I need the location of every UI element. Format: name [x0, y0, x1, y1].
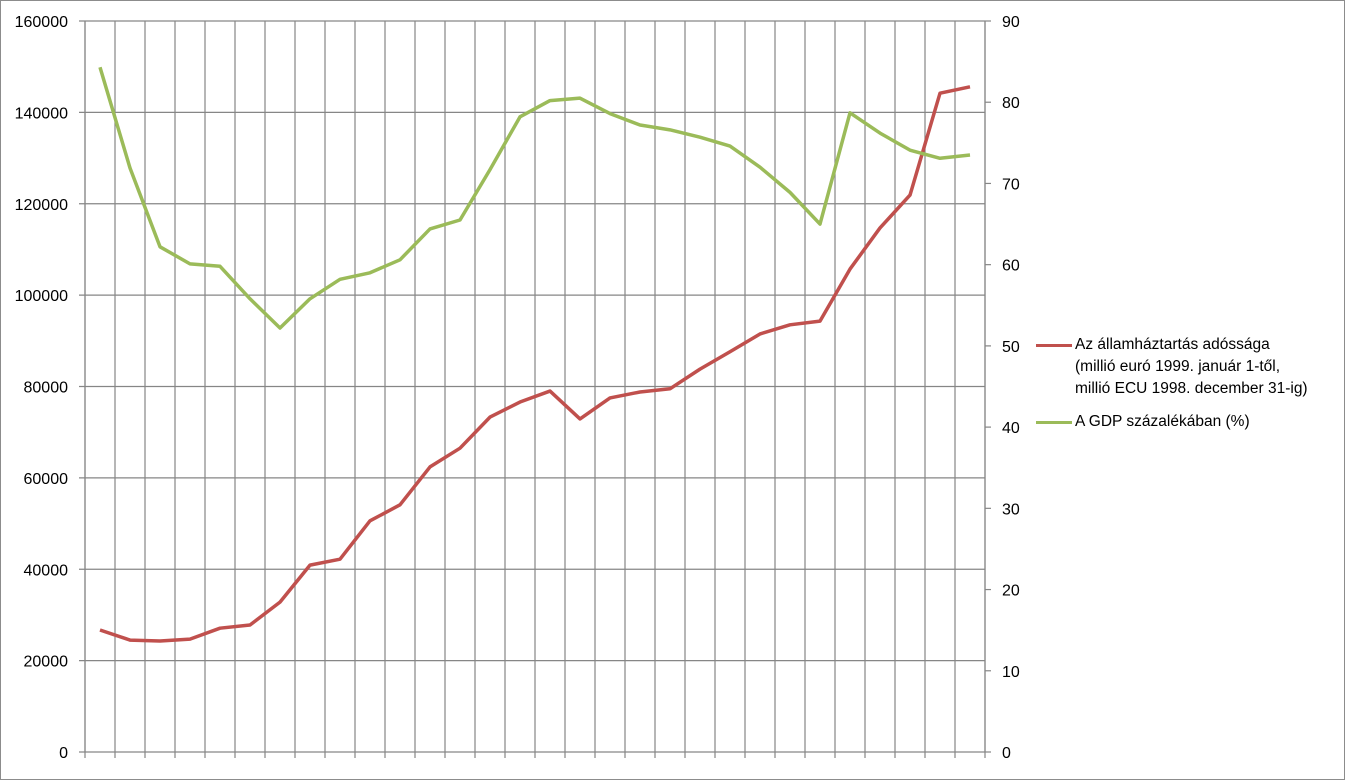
legend-item-debt: Az államháztartás adóssága (millió euró …: [1036, 334, 1308, 400]
legend-label-debt-line3: millió ECU 1998. december 31-ig): [1075, 378, 1308, 400]
left-axis-tick-label: 80000: [24, 380, 69, 397]
legend-label-debt-line2: (millió euró 1999. január 1-től,: [1075, 356, 1308, 378]
right-axis-tick-label: 70: [1002, 176, 1020, 193]
right-axis-tick-label: 20: [1002, 583, 1020, 600]
legend-swatch-debt: [1036, 344, 1072, 347]
legend-label-gdp: A GDP százalékában (%): [1075, 411, 1308, 433]
left-axis-tick-label: 120000: [15, 197, 68, 214]
right-axis-tick-label: 90: [1002, 14, 1020, 31]
right-axis-tick-label: 80: [1002, 95, 1020, 112]
right-axis-tick-label: 60: [1002, 258, 1020, 275]
left-axis-tick-label: 40000: [24, 562, 69, 579]
right-axis-tick-label: 30: [1002, 501, 1020, 518]
legend-swatch-gdp: [1036, 421, 1072, 424]
right-axis-tick-label: 40: [1002, 420, 1020, 437]
right-axis-tick-label: 10: [1002, 664, 1020, 681]
left-axis-tick-label: 140000: [15, 105, 68, 122]
legend-item-gdp: A GDP százalékában (%): [1036, 411, 1308, 433]
legend: Az államháztartás adóssága (millió euró …: [1036, 334, 1308, 433]
left-axis-tick-label: 160000: [15, 14, 68, 31]
left-axis-tick-label: 20000: [24, 654, 69, 671]
left-axis-tick-label: 60000: [24, 471, 69, 488]
left-axis-tick-label: 0: [59, 745, 68, 758]
right-axis-tick-label: 50: [1002, 339, 1020, 356]
legend-label-debt-line1: Az államháztartás adóssága: [1075, 334, 1308, 356]
right-axis-tick-label: 0: [1002, 745, 1011, 758]
left-axis-tick-label: 100000: [15, 288, 68, 305]
